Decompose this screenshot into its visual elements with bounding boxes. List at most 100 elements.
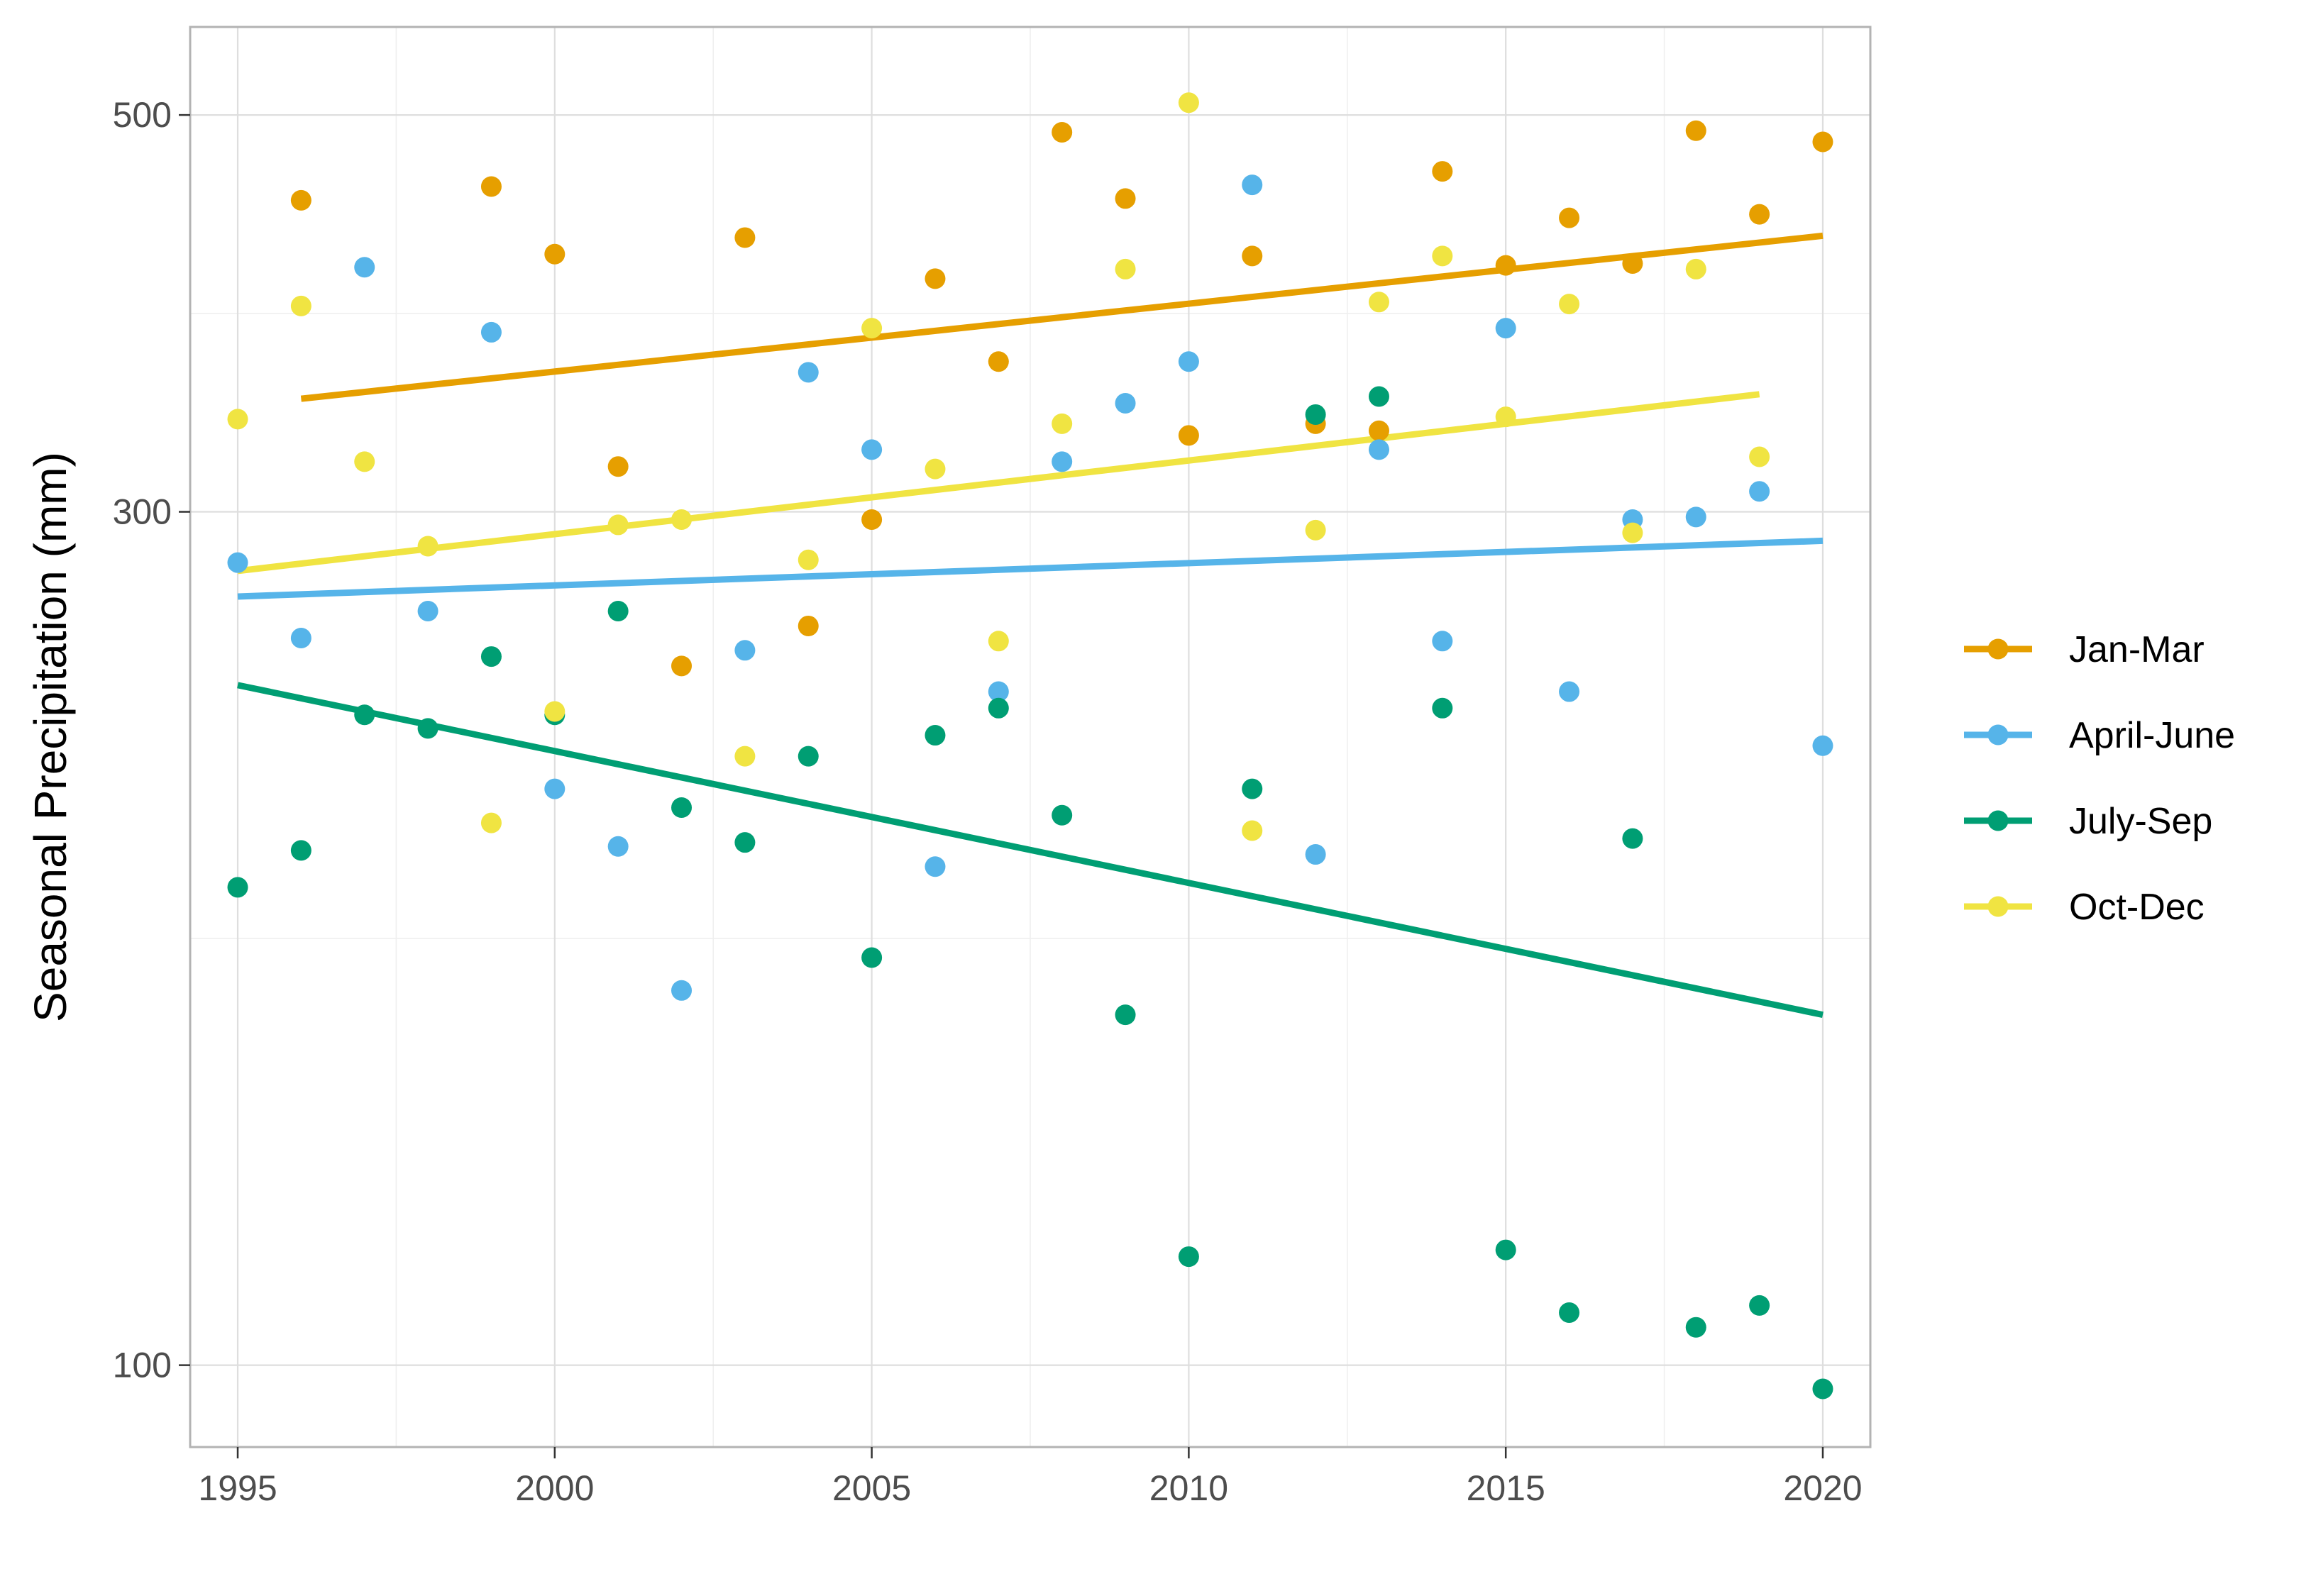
point-april-june [734,640,756,661]
x-tick-label: 2010 [1149,1468,1228,1508]
y-tick-label: 300 [113,492,172,532]
point-oct-dec [1178,92,1199,113]
x-tick-label: 1995 [198,1468,277,1508]
point-july-sep [1559,1302,1580,1324]
point-april-june [1495,318,1516,339]
point-april-june [1749,481,1770,502]
point-april-june [1242,174,1263,196]
point-july-sep [734,832,756,853]
point-oct-dec [417,536,438,557]
point-july-sep [1305,404,1326,425]
legend-key-point [1987,724,2009,746]
point-oct-dec [861,318,883,339]
y-tick-label: 500 [113,95,172,135]
point-jan-mar [798,615,819,636]
point-jan-mar [1368,420,1389,441]
point-july-sep [988,697,1009,719]
point-jan-mar [1685,120,1706,141]
point-oct-dec [1052,413,1073,434]
point-jan-mar [671,655,693,677]
y-tick-label: 100 [113,1346,172,1385]
point-oct-dec [1368,292,1389,313]
point-oct-dec [1559,294,1580,315]
legend-item-april-june: April-June [1964,715,2235,756]
point-april-june [1432,631,1453,652]
point-april-june [798,362,819,383]
point-jan-mar [1495,255,1516,276]
point-jan-mar [1432,161,1453,182]
point-july-sep [1812,1378,1833,1400]
point-april-june [1305,844,1326,865]
trend-line-april-june [237,537,1824,600]
point-jan-mar [1812,131,1833,153]
point-april-june [544,778,566,799]
legend-label: April-June [2069,715,2235,756]
point-oct-dec [480,812,502,833]
point-jan-mar [290,189,311,211]
plot-panel-border [189,26,1872,1448]
point-july-sep [480,646,502,667]
point-july-sep [354,704,375,726]
point-jan-mar [544,243,566,265]
point-april-june [861,439,883,460]
point-jan-mar [861,509,883,531]
point-april-june [354,257,375,278]
y-axis-title: Seasonal Precipitation (mm) [25,452,76,1022]
point-july-sep [671,797,693,819]
point-jan-mar [1622,253,1643,274]
x-tick-label: 2000 [515,1468,594,1508]
y-axis: 100 300 500 [113,95,190,1385]
point-april-june [607,836,629,857]
point-july-sep [227,877,248,898]
point-april-june [290,627,311,648]
point-july-sep [1178,1246,1199,1268]
point-april-june [671,980,693,1001]
point-jan-mar [1052,121,1073,143]
point-oct-dec [1242,820,1263,841]
point-oct-dec [1432,245,1453,267]
legend-key-point [1987,896,2009,917]
point-oct-dec [607,514,629,536]
point-jan-mar [1242,245,1263,267]
x-tick-label: 2005 [832,1468,911,1508]
point-oct-dec [925,458,946,480]
point-july-sep [798,746,819,767]
x-tick-label: 2015 [1467,1468,1545,1508]
point-oct-dec [1305,519,1326,541]
point-jan-mar [1115,188,1136,209]
legend-label: Jan-Mar [2069,629,2205,670]
point-oct-dec [1495,406,1516,428]
point-april-june [1812,735,1833,756]
point-oct-dec [734,746,756,767]
point-jan-mar [1559,207,1580,228]
point-jan-mar [925,268,946,289]
legend-item-jan-mar: Jan-Mar [1964,629,2205,670]
point-jan-mar [480,176,502,197]
point-april-june [227,552,248,573]
point-oct-dec [988,631,1009,652]
point-oct-dec [1685,258,1706,279]
minor-gridlines [190,27,1870,1447]
legend-key-point [1987,638,2009,660]
point-july-sep [417,718,438,739]
point-jan-mar [988,351,1009,372]
trend-line-july-sep [237,682,1824,1019]
point-july-sep [1432,697,1453,719]
point-april-june [925,856,946,877]
point-april-june [988,681,1009,702]
x-tick-label: 2020 [1783,1468,1862,1508]
point-april-june [1052,451,1073,472]
data-points [227,92,1833,1400]
point-july-sep [925,725,946,746]
legend-label: Oct-Dec [2069,887,2205,928]
point-april-june [1115,392,1136,414]
point-april-june [417,601,438,622]
point-july-sep [1749,1295,1770,1316]
legend-item-oct-dec: Oct-Dec [1964,887,2205,928]
point-july-sep [1495,1239,1516,1260]
point-oct-dec [1749,446,1770,467]
point-april-june [1368,439,1389,460]
point-july-sep [1242,778,1263,799]
point-april-june [480,321,502,343]
